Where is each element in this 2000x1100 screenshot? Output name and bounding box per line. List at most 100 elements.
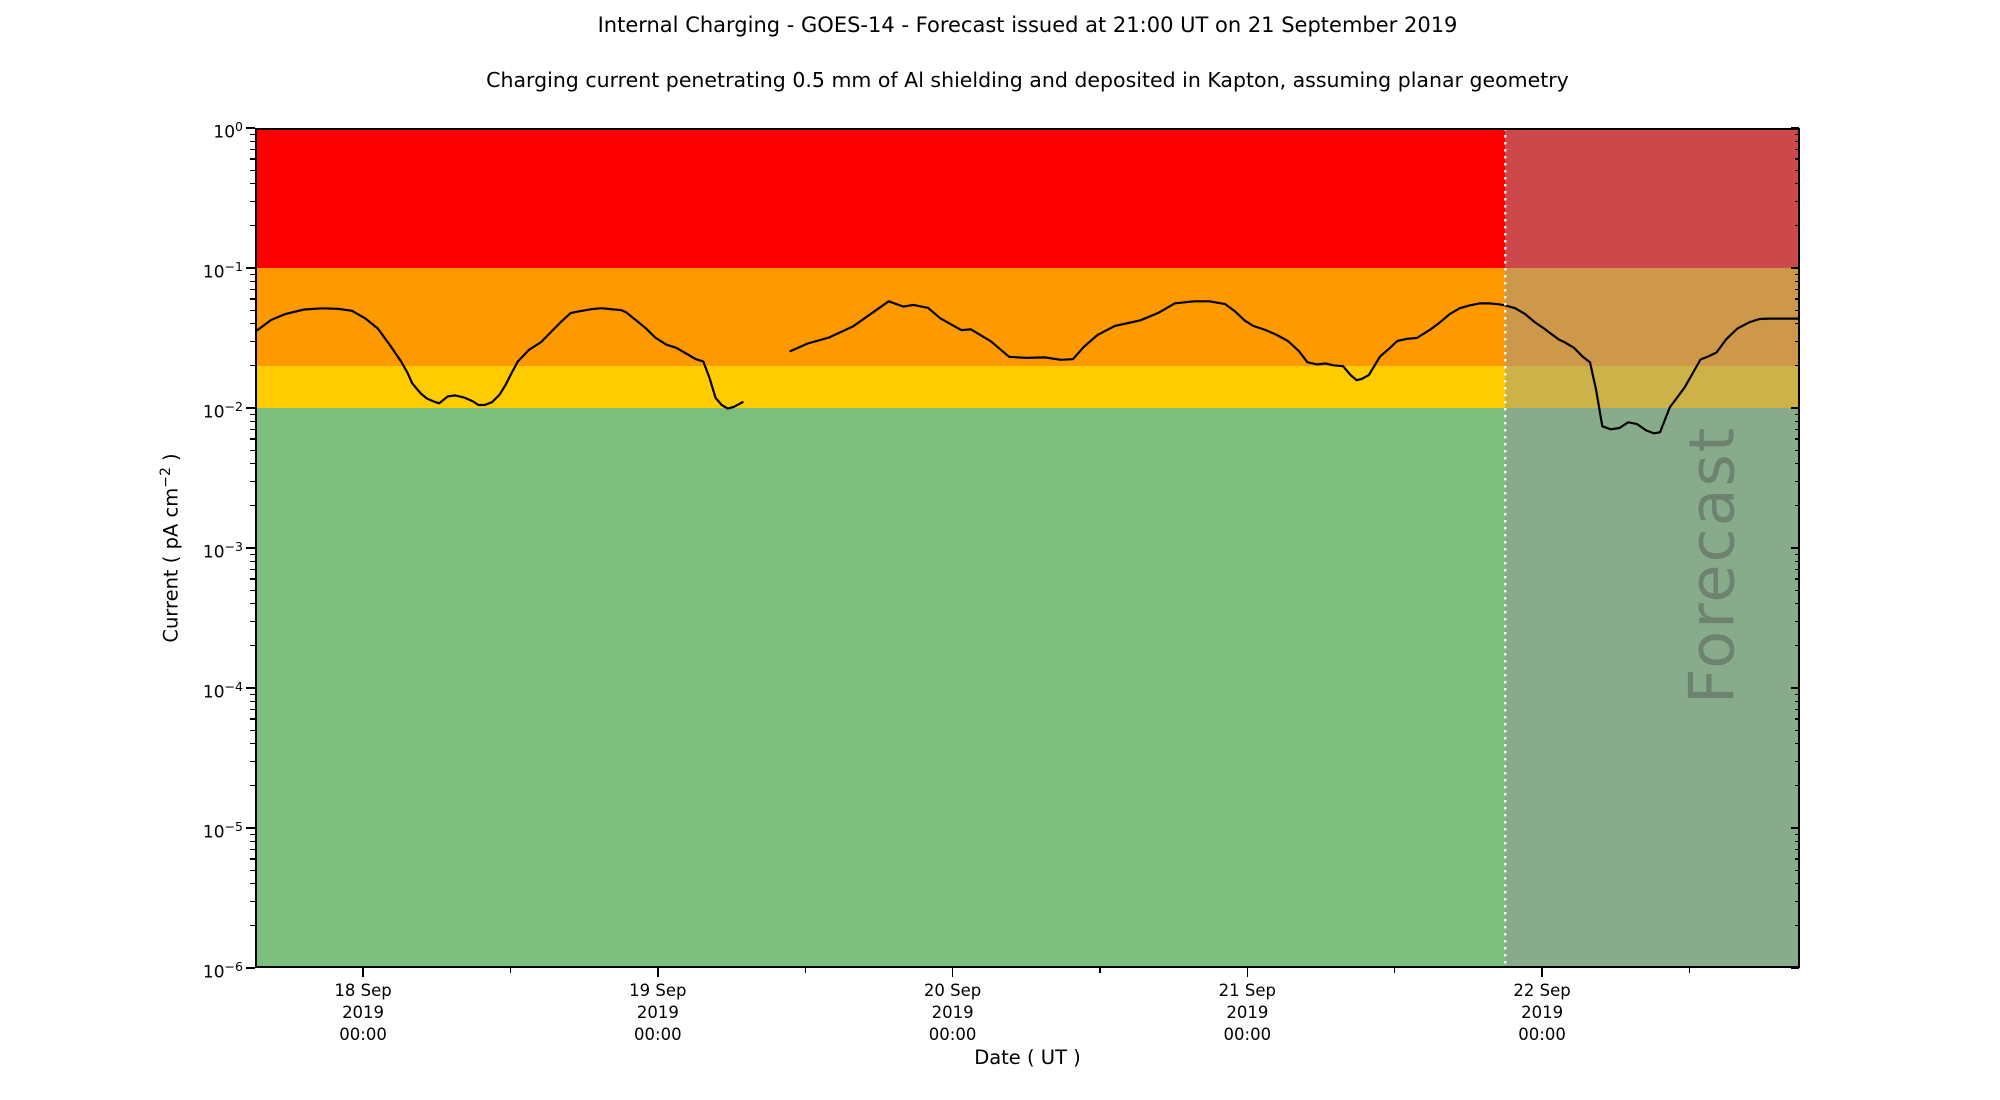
x-axis-label: Date ( UT ) [974,1046,1081,1069]
y-minor-tick-right [1795,578,1799,580]
y-tick-label: 10−6 [163,958,243,982]
y-minor-tick-left [250,340,255,342]
y-major-tick-right [1791,547,1799,549]
y-minor-tick-right [1795,449,1799,451]
y-major-tick-left [246,967,255,969]
y-minor-tick-left [250,169,255,171]
y-major-tick-right [1791,827,1799,829]
y-minor-tick-left [250,589,255,591]
y-tick-exponent: −2 [224,399,243,414]
y-minor-tick-left [250,840,255,843]
y-minor-tick-left [250,298,255,300]
y-major-tick-left [246,267,255,269]
x-tick-time: 00:00 [634,1025,682,1044]
y-minor-tick-right [1795,340,1799,342]
y-tick-base: 10 [202,682,225,703]
y-minor-tick-right [1795,589,1799,591]
y-minor-tick-left [250,273,255,275]
y-tick-exponent: 0 [235,119,243,134]
y-tick-exponent: −1 [224,259,243,274]
y-major-tick-right [1791,687,1799,689]
x-tick-label: 18 Sep 2019 00:00 [298,980,428,1046]
y-axis-label-suffix: ) [159,453,183,468]
y-tick-label: 10−5 [163,818,243,842]
x-minor-tick [1099,968,1101,973]
y-minor-tick-left [250,849,255,851]
x-tick-time: 00:00 [928,1025,977,1044]
y-minor-tick-right [1795,158,1799,160]
band-orange-alert [255,268,1800,366]
y-minor-tick-right [1795,480,1799,482]
y-minor-tick-left [250,743,255,745]
y-minor-tick-left [250,463,255,465]
y-minor-tick-right [1795,429,1799,431]
y-minor-tick-right [1795,883,1799,885]
y-minor-tick-left [250,553,255,555]
y-axis-label: Current ( pA cm−2 ) [158,453,183,642]
y-minor-tick-right [1795,309,1799,311]
y-minor-tick-right [1795,869,1799,871]
y-minor-tick-left [250,309,255,311]
y-minor-tick-left [250,429,255,431]
y-minor-tick-left [250,869,255,871]
x-major-tick [362,968,364,977]
y-minor-tick-left [250,280,255,283]
band-green-quiet [255,408,1800,968]
page-title: Internal Charging - GOES-14 - Forecast i… [597,13,1458,37]
x-major-tick [657,968,659,977]
y-tick-exponent: −5 [224,819,243,834]
y-minor-tick-left [250,718,255,720]
y-minor-tick-right [1795,413,1799,415]
y-minor-tick-left [250,883,255,885]
y-minor-tick-right [1795,323,1799,325]
chart-subtitle: Charging current penetrating 0.5 mm of A… [486,68,1569,92]
y-minor-tick-right [1795,645,1799,647]
current-curve-svg [255,128,1800,968]
y-minor-tick-left [250,438,255,440]
charging-current-line [256,300,1800,435]
y-tick-base: 10 [202,962,225,983]
x-tick-time: 00:00 [1223,1025,1272,1044]
y-tick-base: 10 [202,262,225,283]
y-minor-tick-right [1795,840,1799,843]
y-minor-tick-right [1795,298,1799,300]
x-tick-label: 20 Sep 2019 00:00 [888,980,1018,1046]
y-minor-tick-left [250,449,255,451]
y-minor-tick-left [250,149,255,151]
x-tick-day: 18 Sep [334,981,392,1000]
y-minor-tick-right [1795,505,1799,507]
y-axis-label-text: Current ( pA cm [159,487,183,643]
y-minor-tick-left [250,413,255,415]
y-minor-tick-left [250,289,255,291]
y-minor-tick-left [250,785,255,787]
y-minor-tick-left [250,365,255,367]
y-major-tick-right [1791,967,1799,969]
x-major-tick [1541,968,1543,977]
y-minor-tick-left [250,760,255,762]
y-minor-tick-left [250,569,255,571]
y-minor-tick-right [1795,760,1799,762]
x-minor-tick [509,968,512,973]
y-minor-tick-right [1795,729,1799,731]
y-minor-tick-left [250,323,255,325]
y-major-tick-left [246,827,255,829]
x-minor-tick [1688,968,1691,973]
y-tick-exponent: −3 [224,539,243,554]
y-minor-tick-left [250,620,255,622]
x-tick-day: 19 Sep [629,981,687,1000]
y-minor-tick-left [250,578,255,580]
y-tick-exponent: −4 [224,679,243,694]
y-minor-tick-right [1795,700,1799,703]
y-minor-tick-left [250,700,255,703]
x-tick-year: 2019 [1521,1003,1564,1022]
y-minor-tick-right [1795,225,1799,227]
y-minor-tick-left [250,225,255,227]
y-minor-tick-left [250,140,255,143]
y-minor-tick-right [1795,183,1799,185]
x-tick-day: 22 Sep [1513,981,1571,1000]
y-minor-tick-left [250,645,255,647]
y-minor-tick-right [1795,438,1799,440]
band-red-alert [255,128,1800,268]
y-minor-tick-left [250,925,255,927]
y-minor-tick-left [250,420,255,423]
